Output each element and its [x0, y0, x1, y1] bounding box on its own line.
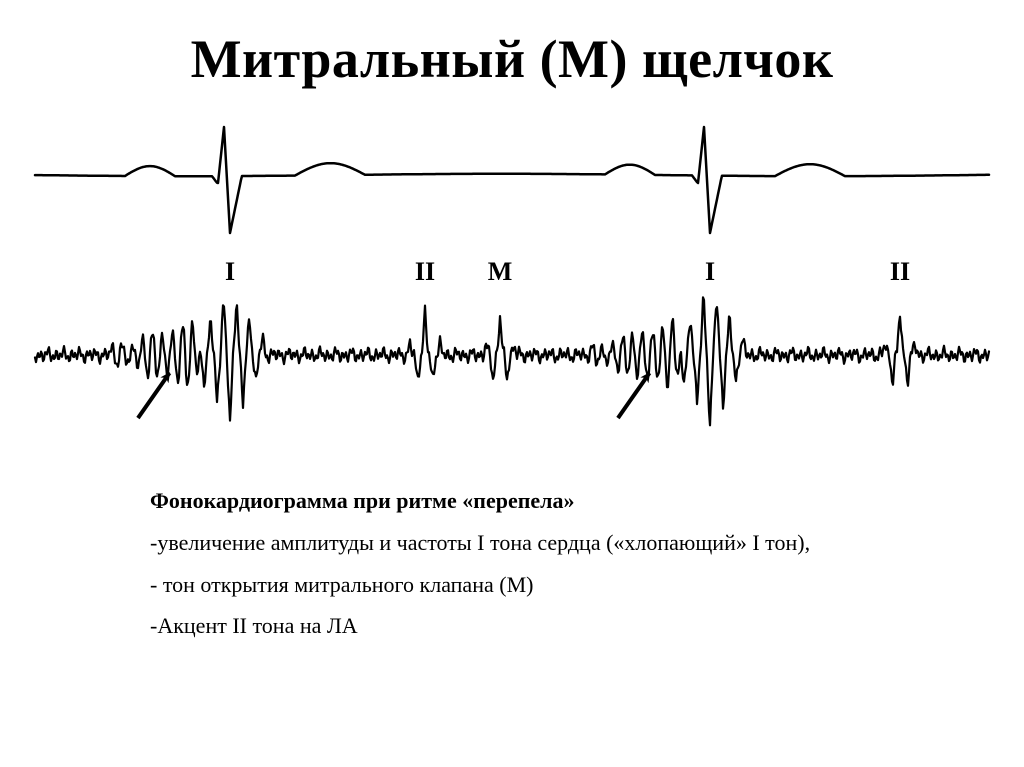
- wave-label: I: [705, 257, 715, 286]
- arrow-icon: [618, 373, 650, 418]
- slide: Митральный (М) щелчок IIIMIII Фонокардио…: [0, 0, 1024, 767]
- page-title: Митральный (М) щелчок: [0, 28, 1024, 90]
- phonocardiogram-figure: IIIMIII: [30, 120, 994, 440]
- wave-label: II: [415, 257, 435, 286]
- caption-line: -увеличение амплитуды и частоты I тона с…: [150, 522, 910, 564]
- pcg-trace: [35, 297, 989, 425]
- caption-heading: Фонокардиограмма при ритме «перепела»: [150, 480, 910, 522]
- caption-line: -Акцент II тона на ЛА: [150, 605, 910, 647]
- wave-label: II: [890, 257, 910, 286]
- wave-label: M: [488, 257, 513, 286]
- waveform-svg: IIIMIII: [30, 120, 994, 440]
- ecg-trace: [35, 127, 989, 233]
- caption-block: Фонокардиограмма при ритме «перепела» -у…: [150, 480, 910, 647]
- wave-label: I: [225, 257, 235, 286]
- arrow-icon: [138, 373, 170, 418]
- caption-line: - тон открытия митрального клапана (М): [150, 564, 910, 606]
